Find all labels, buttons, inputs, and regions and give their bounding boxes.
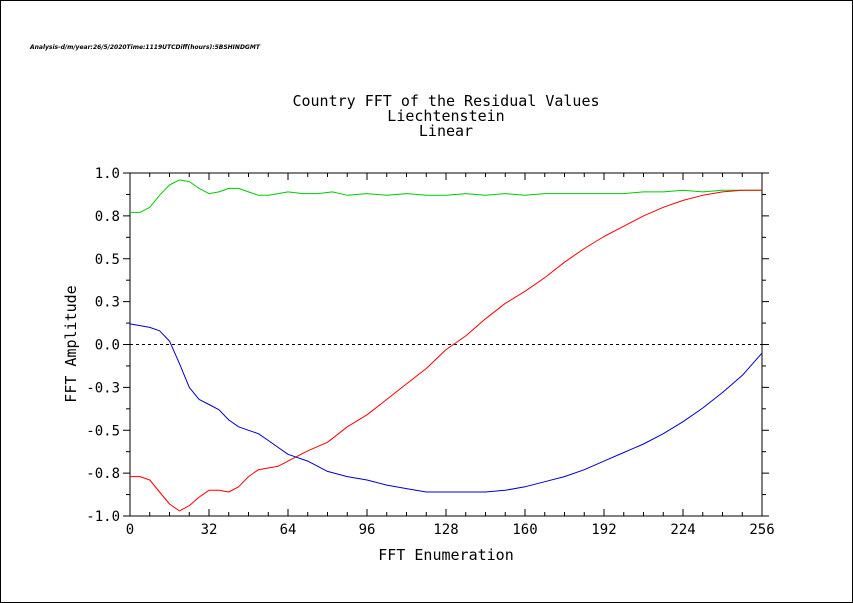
ticks: 0 32 64 96 128 160 192 224 256 1.0 0.8 0.5 0.3 0.0 -0.… (86, 166, 774, 538)
green-series-line (130, 179, 762, 213)
y-tick-label: 0.3 (95, 295, 120, 311)
chart-title-line-2: Liechtenstein (387, 107, 504, 125)
y-tick-label: 0.5 (95, 252, 120, 268)
blue-series-line (129, 323, 763, 493)
y-tick-label: -0.5 (86, 423, 120, 439)
y-tick-label: -0.8 (86, 466, 120, 482)
plot-area-border (129, 172, 763, 517)
x-tick-label: 32 (201, 522, 218, 538)
chart-title-line-3: Linear (419, 122, 473, 140)
axes (129, 172, 763, 517)
y-tick-label: -1.0 (86, 509, 120, 525)
red-series-line (130, 189, 762, 512)
x-tick-label: 128 (433, 522, 458, 538)
x-tick-label: 64 (280, 522, 297, 538)
y-tick-label: 1.0 (95, 166, 120, 182)
x-axis-label: FFT Enumeration (378, 546, 513, 564)
series (129, 179, 763, 512)
y-tick-label: -0.3 (86, 380, 120, 396)
x-tick-label: 256 (749, 522, 774, 538)
x-tick-label: 96 (359, 522, 376, 538)
x-tick-label: 160 (512, 522, 537, 538)
x-tick-label: 192 (591, 522, 616, 538)
x-tick-label: 224 (670, 522, 695, 538)
y-tick-label: 0.8 (95, 209, 120, 225)
chart-title-line-1: Country FFT of the Residual Values (292, 92, 599, 110)
y-tick-label: 0.0 (95, 338, 120, 354)
analysis-metadata-line: Analysis-d/m/year:26/5/2020Time:1119UTCD… (30, 44, 260, 51)
y-axis-label: FFT Amplitude (62, 285, 80, 402)
chart-titles: Country FFT of the Residual Values Liech… (292, 92, 599, 140)
x-tick-label: 0 (126, 522, 134, 538)
